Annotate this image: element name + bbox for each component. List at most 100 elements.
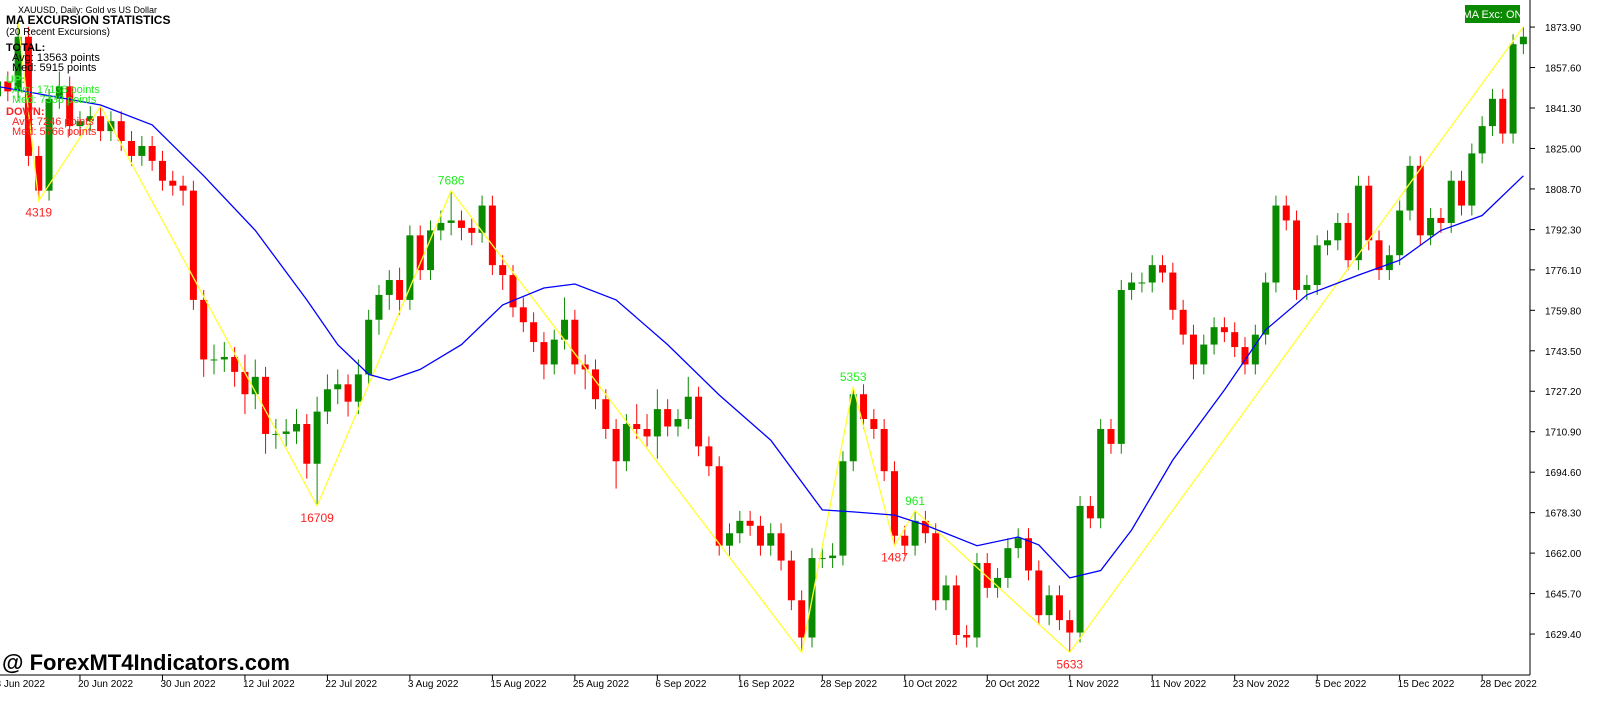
y-tick-label: 1841.30 <box>1545 104 1582 115</box>
candle-body <box>643 428 651 437</box>
candle-body <box>1045 595 1053 616</box>
candle-body <box>375 294 383 320</box>
x-tick-label: 8 Jun 2022 <box>0 679 45 690</box>
candle-body <box>303 424 311 464</box>
y-tick-label: 1662.00 <box>1545 549 1582 560</box>
y-tick-label: 1694.60 <box>1545 468 1582 479</box>
candle-body <box>591 369 599 400</box>
candle-body <box>282 431 290 434</box>
candle-body <box>1117 289 1125 444</box>
candle-body <box>86 116 94 122</box>
candle-body <box>818 558 826 560</box>
candle-body <box>0 81 1 97</box>
excursion-label: 7686 <box>438 174 465 188</box>
candle-body <box>1169 272 1177 310</box>
candle-body <box>880 428 888 472</box>
plot-area: 4319 16709 7686 5353 1487 961 5633 <box>0 21 1527 671</box>
candle-body <box>561 319 569 340</box>
candle-body <box>1334 222 1342 241</box>
candle-body <box>612 428 620 462</box>
candle-body <box>1179 309 1187 335</box>
candle-body <box>1427 217 1435 236</box>
symbol-label: XAUUSD, Daily: Gold vs US Dollar <box>18 5 157 15</box>
candle-body <box>478 205 486 233</box>
candle-body <box>1148 265 1156 283</box>
candle-body <box>210 359 218 361</box>
candle-body <box>798 600 806 638</box>
candle-body <box>942 585 950 601</box>
candle-body <box>1437 217 1445 223</box>
candle-body <box>664 409 672 427</box>
candle-body <box>1272 205 1280 283</box>
candle-body <box>24 36 32 156</box>
candle-body <box>1251 334 1259 365</box>
candle-body <box>911 520 919 546</box>
candle-body <box>860 394 868 420</box>
candle-body <box>674 419 682 427</box>
x-tick-label: 10 Oct 2022 <box>903 679 958 690</box>
stats-heading: UP: <box>6 74 25 86</box>
candle-body <box>334 384 342 390</box>
x-tick-label: 30 Jun 2022 <box>160 679 215 690</box>
candle-body <box>1055 595 1063 621</box>
candle-body <box>1241 347 1249 365</box>
y-tick-label: 1759.80 <box>1545 306 1582 317</box>
y-tick-label: 1857.60 <box>1545 64 1582 75</box>
stats-line: Med: 7338 points <box>12 94 97 106</box>
candle-body <box>736 520 744 534</box>
candle-body <box>1066 620 1074 633</box>
candle-body <box>1488 98 1496 127</box>
candle-body <box>1138 282 1146 284</box>
toggle-button[interactable] <box>1465 5 1520 23</box>
candle-body <box>488 205 496 266</box>
candle-body <box>148 145 156 161</box>
candle-body <box>1210 327 1218 345</box>
candle-body <box>1468 153 1476 206</box>
candle-body <box>890 471 898 536</box>
candle-body <box>921 520 929 534</box>
candle-body <box>1385 255 1393 271</box>
candle-body <box>1354 185 1362 261</box>
candle-body <box>849 394 857 462</box>
candle-body <box>158 160 166 181</box>
candle-body <box>1396 210 1404 256</box>
x-tick-label: 20 Jun 2022 <box>78 679 133 690</box>
candle-body <box>66 86 74 127</box>
candle-body <box>705 446 713 467</box>
candle-body <box>1086 505 1094 519</box>
zigzag-line <box>17 21 1524 654</box>
candle-body <box>1128 282 1136 290</box>
y-tick-label: 1727.20 <box>1545 387 1582 398</box>
candle-body <box>1076 505 1084 633</box>
x-tick-label: 3 Aug 2022 <box>408 679 459 690</box>
x-tick-label: 15 Dec 2022 <box>1398 679 1455 690</box>
candle-body <box>313 411 321 464</box>
candle-body <box>76 121 84 127</box>
candle-body <box>1220 327 1228 333</box>
excursion-label: 961 <box>905 494 925 508</box>
candle-body <box>251 376 259 395</box>
candle-body <box>746 520 754 526</box>
candle-body <box>963 635 971 638</box>
candle-body <box>354 374 362 402</box>
candle-body <box>1447 180 1455 223</box>
candle-body <box>684 396 692 420</box>
candle-body <box>571 319 579 365</box>
x-tick-label: 23 Nov 2022 <box>1233 679 1290 690</box>
candle-body <box>1262 282 1270 335</box>
candle-body <box>829 555 837 559</box>
toggle-button-label[interactable]: MA Exc: ON <box>1463 9 1523 21</box>
candle-body <box>1509 44 1517 134</box>
candle-body <box>45 98 53 191</box>
candle-body <box>1014 538 1022 549</box>
candle-body <box>653 409 661 437</box>
candle-body <box>973 563 981 638</box>
candle-body <box>179 185 187 191</box>
candle-body <box>1416 165 1424 236</box>
candle-body <box>14 36 22 92</box>
candle-body <box>767 533 775 546</box>
candle-body <box>468 227 476 233</box>
candle-body <box>169 180 177 186</box>
stats-subtitle: (20 Recent Excursions) <box>6 27 110 38</box>
